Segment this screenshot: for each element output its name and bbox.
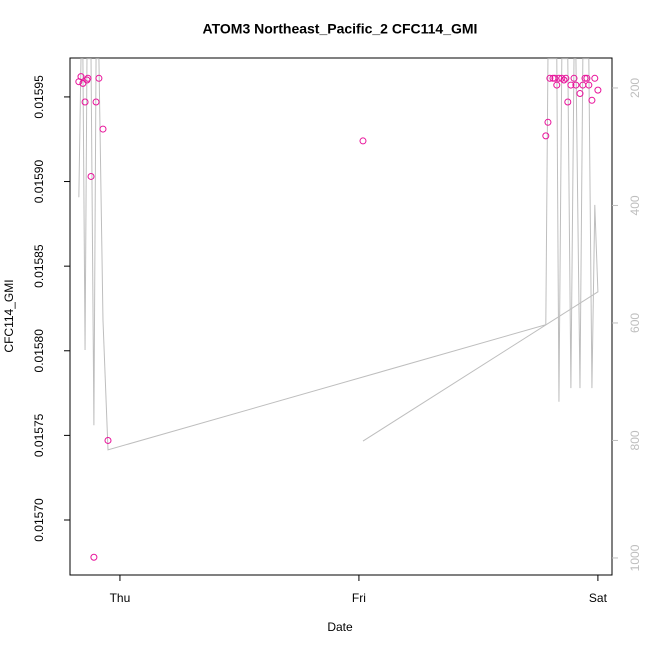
y-tick-label: 0.01580 xyxy=(32,329,46,373)
data-point xyxy=(588,96,596,104)
data-point xyxy=(583,74,591,82)
data-point xyxy=(90,553,98,561)
y-tick-label: 0.01570 xyxy=(32,498,46,542)
data-point xyxy=(564,98,572,106)
data-point xyxy=(576,90,584,98)
data-point xyxy=(591,74,599,82)
y2-tick-label: 400 xyxy=(628,195,642,215)
y2-tick-label: 200 xyxy=(628,78,642,98)
data-point xyxy=(99,125,107,133)
y-tick-label: 0.01590 xyxy=(32,160,46,204)
data-point xyxy=(581,74,589,82)
data-point xyxy=(572,81,580,89)
data-point xyxy=(594,86,602,94)
data-point xyxy=(551,74,559,82)
data-point xyxy=(562,74,570,82)
data-point xyxy=(104,436,112,444)
x-axis-label: Date xyxy=(327,620,353,634)
data-point xyxy=(544,118,552,126)
data-point xyxy=(558,74,566,82)
data-point xyxy=(585,81,593,89)
data-point xyxy=(542,132,550,140)
data-point xyxy=(79,79,87,87)
y2-tick-label: 1000 xyxy=(628,544,642,571)
y-tick-label: 0.01595 xyxy=(32,75,46,119)
x-tick-label: Thu xyxy=(110,591,131,605)
data-point xyxy=(546,74,554,82)
y2-tick-label: 800 xyxy=(628,430,642,450)
y-axis-label: CFC114_GMI xyxy=(2,279,16,352)
data-point xyxy=(77,73,85,81)
x-tick-label: Sat xyxy=(589,591,608,605)
data-point xyxy=(81,98,89,106)
data-point xyxy=(92,98,100,106)
data-point xyxy=(555,74,563,82)
y-tick-label: 0.01585 xyxy=(32,244,46,288)
x-tick-label: Fri xyxy=(352,591,366,605)
data-point xyxy=(84,74,92,82)
data-point xyxy=(359,137,367,145)
y2-tick-label: 600 xyxy=(628,313,642,333)
data-point xyxy=(567,81,575,89)
data-point xyxy=(570,74,578,82)
y-tick-label: 0.01575 xyxy=(32,413,46,457)
data-point xyxy=(553,81,561,89)
data-point xyxy=(95,74,103,82)
data-point xyxy=(87,172,95,180)
chart-title: ATOM3 Northeast_Pacific_2 CFC114_GMI xyxy=(203,21,478,37)
data-point xyxy=(560,76,568,84)
pressure-line xyxy=(78,58,599,451)
plot-frame xyxy=(69,57,613,576)
